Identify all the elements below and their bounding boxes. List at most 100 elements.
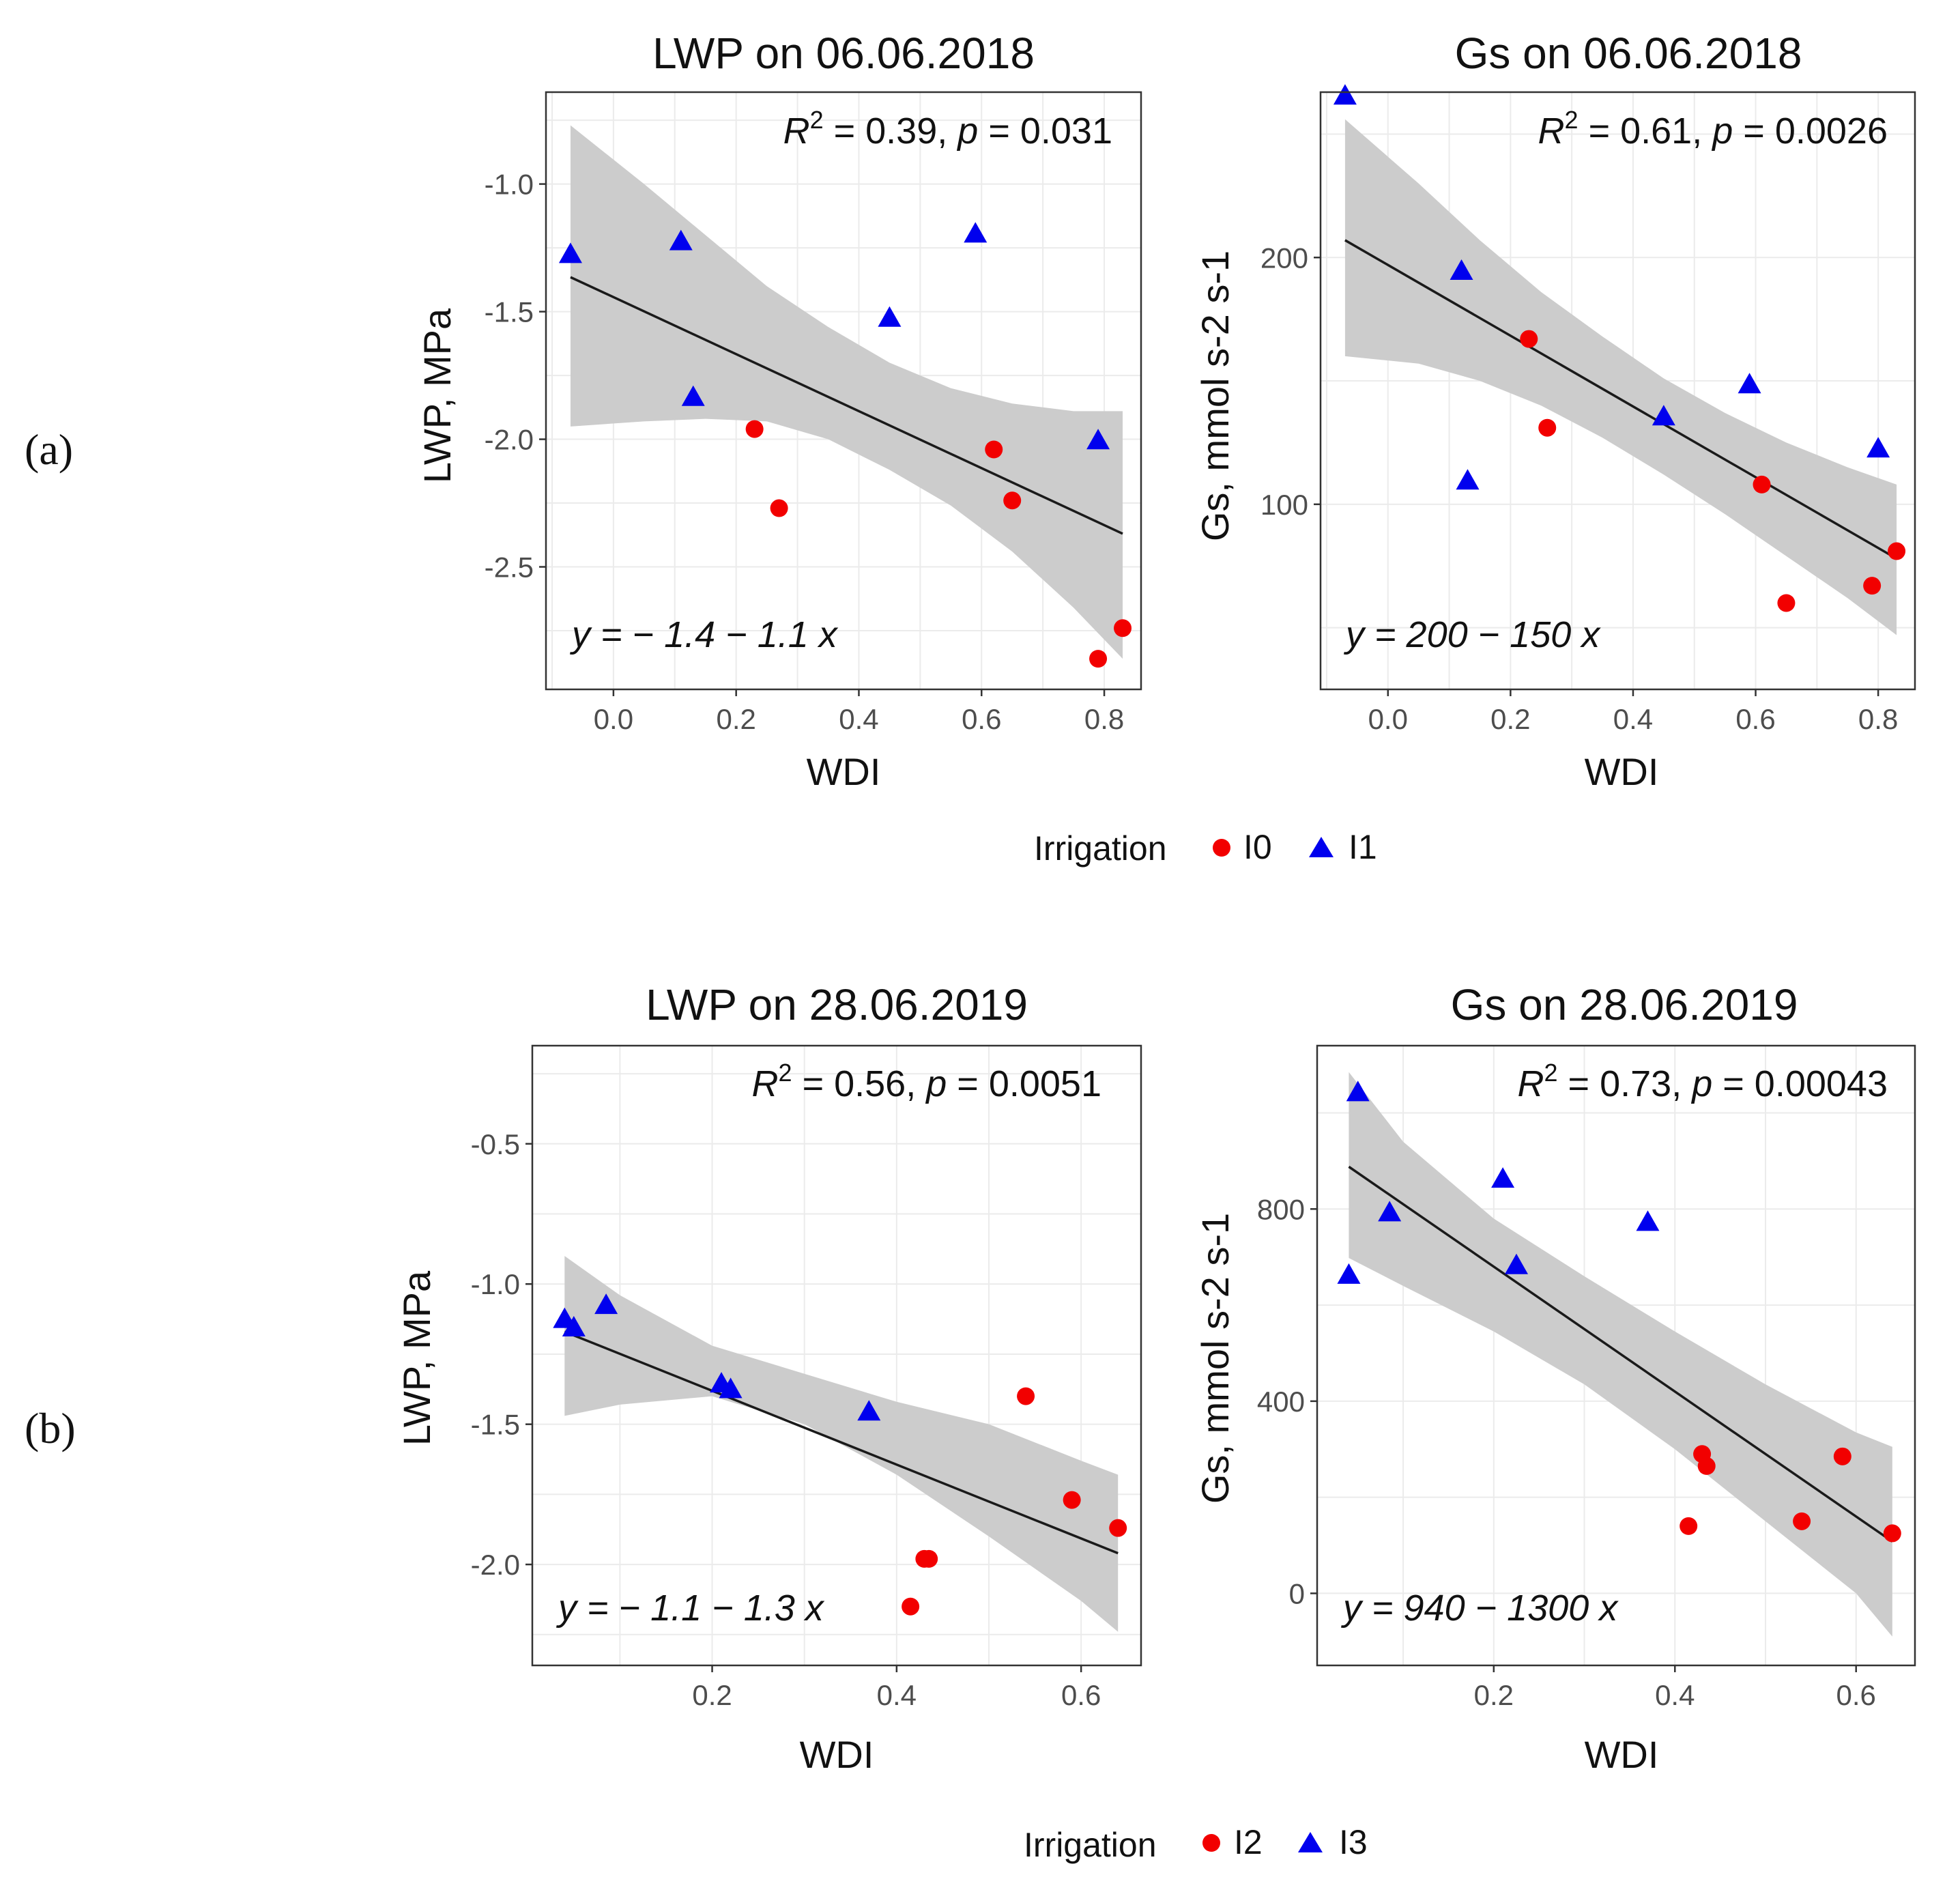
- r2-annotation: R2 = 0.56, p = 0.0051: [752, 1059, 1101, 1104]
- plot-frame: [545, 91, 1142, 691]
- y-tick-label: -0.5: [471, 1128, 520, 1160]
- regression-line: [570, 276, 1123, 535]
- legend-label-i1: I1: [1349, 828, 1377, 866]
- x-tick-label: 0.6: [1836, 1679, 1876, 1711]
- point-i1: [964, 222, 988, 243]
- legend-title: Irrigation: [1024, 1826, 1157, 1864]
- regression-line-segment: [570, 276, 1123, 535]
- point-i1: [1738, 373, 1761, 394]
- point-i3: [594, 1293, 618, 1315]
- y-tick-label: -1.0: [485, 169, 534, 201]
- x-tick-label: 0.4: [839, 703, 878, 735]
- regression-equation: y = − 1.1 − 1.3 x: [556, 1588, 825, 1629]
- point-i2: [1697, 1457, 1716, 1475]
- chart-lwp-2019: LWP on 28.06.2019 -2.0 -1.5 -1.0 -0.5 0.2 0.…: [395, 980, 1142, 1776]
- x-axis-ticks: 0.0 0.2 0.4 0.6 0.8: [1368, 689, 1898, 735]
- point-i3: [1491, 1167, 1515, 1188]
- chart-title: Gs on 28.06.2019: [1451, 980, 1798, 1029]
- regression-line-segment: [1344, 239, 1897, 560]
- legend-marker-circle: [1202, 1834, 1220, 1852]
- legend-marker-triangle: [1298, 1832, 1323, 1852]
- y-tick-label: -1.5: [471, 1409, 520, 1441]
- y-tick-label: 200: [1260, 242, 1308, 274]
- point-i0: [985, 440, 1003, 459]
- r2-annotation: R2 = 0.73, p = 0.00043: [1518, 1059, 1888, 1104]
- point-i2: [902, 1597, 920, 1616]
- point-i0: [1520, 330, 1538, 348]
- r2-annotation: R2 = 0.39, p = 0.031: [783, 106, 1112, 152]
- x-tick-label: 0.2: [1490, 703, 1530, 735]
- legend-title: Irrigation: [1034, 829, 1167, 868]
- point-i2: [1063, 1491, 1081, 1509]
- point-i2: [1680, 1517, 1698, 1535]
- confidence-band: [1344, 119, 1897, 635]
- point-i2: [1017, 1387, 1035, 1405]
- x-tick-label: 0.4: [1613, 703, 1653, 735]
- point-i1: [1333, 84, 1357, 105]
- panel-border: [531, 1044, 1142, 1667]
- data-points: [553, 1293, 1127, 1616]
- point-i0: [1863, 577, 1882, 595]
- point-i1: [1652, 405, 1675, 426]
- y-axis-label: Gs, mmol s-2 s-1: [1194, 1213, 1237, 1504]
- plot-frame: [1316, 1044, 1916, 1667]
- x-tick-label: 0.2: [692, 1679, 732, 1711]
- point-i2: [1109, 1519, 1127, 1537]
- regression-line-segment: [1348, 1165, 1893, 1543]
- regression-line-segment: [564, 1330, 1119, 1555]
- y-axis-label: LWP, MPa: [416, 308, 459, 483]
- x-tick-label: 0.8: [1858, 703, 1898, 735]
- point-i3: [719, 1377, 743, 1399]
- x-tick-label: 0.0: [1368, 703, 1408, 735]
- point-i1: [1086, 429, 1110, 450]
- point-i0: [1114, 619, 1132, 637]
- r2-value: 0.56: [834, 1063, 906, 1104]
- y-axis-ticks: 0 400 800: [1257, 1193, 1317, 1609]
- y-axis-label: LWP, MPa: [395, 1270, 438, 1446]
- data-points: [1337, 1080, 1901, 1543]
- point-i0: [1753, 475, 1771, 493]
- y-tick-label: -2.0: [485, 424, 534, 456]
- y-tick-label: -2.0: [471, 1549, 520, 1581]
- point-i3: [857, 1400, 881, 1421]
- y-tick-label: -1.0: [471, 1268, 520, 1300]
- legend-irrigation-2018: Irrigation I0 I1: [1034, 828, 1377, 868]
- data-points: [558, 222, 1132, 668]
- r2-annotation: R2 = 0.61, p = 0.0026: [1538, 106, 1888, 152]
- x-axis-ticks: 0.2 0.4 0.6: [1474, 1665, 1876, 1711]
- point-i2: [1833, 1447, 1851, 1465]
- row-label-a: (a): [25, 425, 73, 474]
- confidence-band: [570, 125, 1123, 659]
- r2-value: 0.61: [1620, 111, 1692, 152]
- y-axis-ticks: 100 200: [1260, 242, 1321, 521]
- panel-border: [1316, 1044, 1916, 1667]
- y-tick-label: -2.5: [485, 551, 534, 584]
- x-axis-ticks: 0.0 0.2 0.4 0.6 0.8: [594, 689, 1124, 735]
- y-axis-ticks: -2.5 -2.0 -1.5 -1.0: [485, 169, 546, 584]
- legend-label-i0: I0: [1243, 828, 1272, 866]
- p-value: 0.00043: [1755, 1063, 1888, 1104]
- regression-equation: y = 200 − 150 x: [1343, 614, 1601, 655]
- confidence-band-area: [570, 125, 1123, 659]
- regression-line: [1348, 1165, 1893, 1543]
- point-i1: [1450, 259, 1473, 280]
- point-i0: [1089, 650, 1108, 668]
- point-i0: [745, 420, 764, 438]
- x-axis-label: WDI: [1585, 1733, 1659, 1776]
- chart-title: Gs on 06.06.2018: [1455, 29, 1802, 78]
- x-tick-label: 0.6: [962, 703, 1001, 735]
- p-value: 0.031: [1020, 111, 1112, 152]
- confidence-band-area: [1344, 119, 1897, 635]
- legend-label-i2: I2: [1234, 1823, 1263, 1861]
- point-i2: [1883, 1524, 1901, 1543]
- y-tick-label: 0: [1289, 1577, 1305, 1609]
- chart-gs-2019: Gs on 28.06.2019 0 400 800 0.2 0.4 0.6 R2 = …: [1194, 980, 1916, 1776]
- plot-frame: [531, 1044, 1142, 1667]
- point-i0: [1538, 418, 1557, 437]
- regression-line: [1344, 239, 1897, 560]
- chart-lwp-2018: LWP on 06.06.2018 -2.5-2.0-1.5-1.0 0.0 0.…: [416, 29, 1142, 793]
- chart-title: LWP on 28.06.2019: [646, 980, 1028, 1029]
- chart-title: LWP on 06.06.2018: [652, 29, 1035, 78]
- legend-label-i3: I3: [1339, 1823, 1368, 1861]
